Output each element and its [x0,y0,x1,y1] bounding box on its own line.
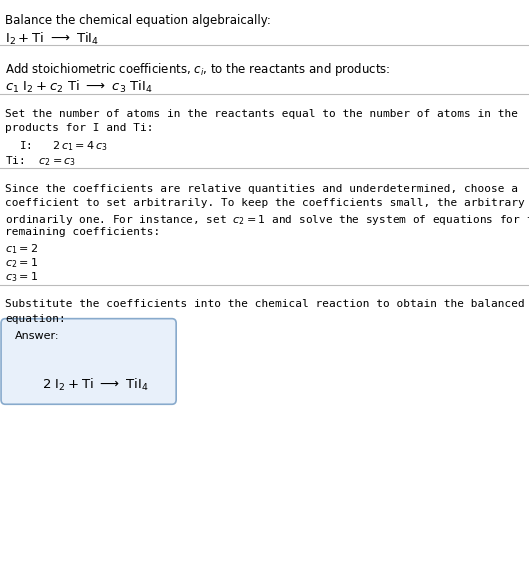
Text: $c_1 = 2$: $c_1 = 2$ [5,242,38,256]
Text: $c_1\ \mathrm{I_2} + c_2\ \mathrm{Ti} \ \longrightarrow \ c_3\ \mathrm{TiI_4}$: $c_1\ \mathrm{I_2} + c_2\ \mathrm{Ti} \ … [5,79,153,95]
Text: $c_2 = 1$: $c_2 = 1$ [5,256,38,270]
Text: remaining coefficients:: remaining coefficients: [5,227,160,237]
Text: $c_3 = 1$: $c_3 = 1$ [5,270,38,284]
Text: I:   $2\,c_1 = 4\,c_3$: I: $2\,c_1 = 4\,c_3$ [19,139,107,153]
Text: coefficient to set arbitrarily. To keep the coefficients small, the arbitrary va: coefficient to set arbitrarily. To keep … [5,198,529,209]
Text: products for I and Ti:: products for I and Ti: [5,123,154,133]
Text: Substitute the coefficients into the chemical reaction to obtain the balanced: Substitute the coefficients into the che… [5,299,525,310]
Text: equation:: equation: [5,314,66,324]
FancyBboxPatch shape [1,319,176,404]
Text: Answer:: Answer: [15,331,59,341]
Text: $\mathrm{2\ I_2 + Ti \ \longrightarrow \ TiI_4}$: $\mathrm{2\ I_2 + Ti \ \longrightarrow \… [42,377,149,393]
Text: $\mathrm{I_2 + Ti \ \longrightarrow \ TiI_4}$: $\mathrm{I_2 + Ti \ \longrightarrow \ Ti… [5,31,99,47]
Text: Since the coefficients are relative quantities and underdetermined, choose a: Since the coefficients are relative quan… [5,184,518,194]
Text: Balance the chemical equation algebraically:: Balance the chemical equation algebraica… [5,14,271,27]
Text: Ti:  $c_2 = c_3$: Ti: $c_2 = c_3$ [5,154,76,168]
Text: Add stoichiometric coefficients, $c_i$, to the reactants and products:: Add stoichiometric coefficients, $c_i$, … [5,61,391,78]
Text: Set the number of atoms in the reactants equal to the number of atoms in the: Set the number of atoms in the reactants… [5,109,518,119]
Text: ordinarily one. For instance, set $c_2 = 1$ and solve the system of equations fo: ordinarily one. For instance, set $c_2 =… [5,213,529,227]
